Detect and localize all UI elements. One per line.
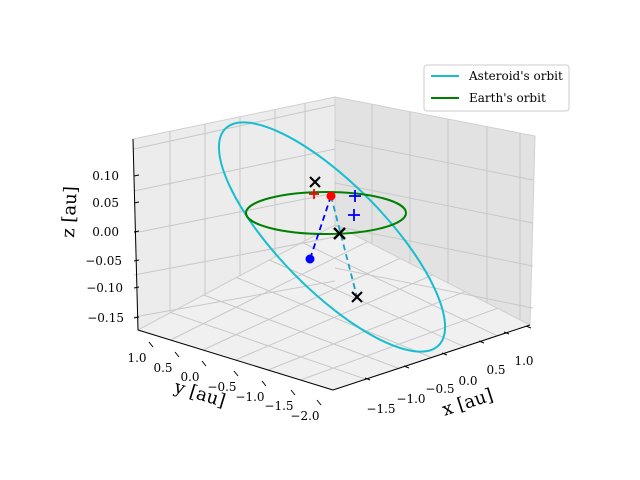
x-axis-ticks: −1.5−1.0−0.5 0.0 0.5 1.0 [364, 325, 534, 416]
y-tick-mark [233, 370, 239, 377]
z-tick-label: 0.05 [92, 196, 119, 210]
grid-line [334, 139, 534, 181]
black-cross-marker [309, 176, 321, 188]
grid-line [133, 148, 336, 192]
z-tick-mark [133, 174, 140, 177]
legend: Asteroid's orbit Earth's orbit [423, 64, 570, 112]
y-tick-label: −2.0 [290, 409, 319, 423]
z-tick-label: −0.10 [86, 281, 123, 295]
x-tick-label: −1.0 [396, 392, 425, 406]
asteroid-orbit-line [217, 121, 447, 353]
y-axis-ticks: 1.0 0.5 0.0 −0.5−1.0−1.5−2.0 [127, 341, 322, 423]
grid-lines [133, 103, 534, 381]
grid-line [133, 236, 336, 276]
blue-plus-marker [348, 209, 360, 221]
x-tick-label: −1.5 [366, 402, 395, 416]
black-cross-marker [351, 291, 363, 303]
z-tick-mark [133, 286, 140, 289]
z-tick-label: 0.00 [92, 225, 119, 239]
x-tick-mark [525, 325, 532, 329]
red-connector-line [330, 195, 358, 298]
x-tick-mark [364, 377, 371, 381]
z-axis-line [132, 138, 139, 331]
grid-line [133, 280, 336, 318]
y-tick-mark [290, 389, 296, 396]
y-tick-label: −1.0 [235, 390, 264, 404]
red-plus-marker [309, 189, 319, 199]
y-tick-label: 0.5 [153, 361, 172, 375]
grid-line [334, 225, 534, 267]
blue-point-marker [305, 254, 315, 264]
x-tick-label: −0.5 [425, 382, 454, 396]
markers [305, 176, 363, 303]
y-tick-label: −0.5 [207, 380, 236, 394]
legend-box [423, 64, 570, 112]
z-axis-label: z [au] [58, 186, 82, 239]
x-tick-mark [478, 340, 485, 344]
y-tick-mark [201, 360, 207, 367]
z-tick-label: −0.05 [85, 254, 122, 268]
y-tick-label: −1.5 [264, 399, 293, 413]
grid-line [334, 182, 534, 224]
y-tick-mark [261, 380, 267, 387]
grid-line [133, 104, 336, 150]
x-tick-label: 0.0 [458, 374, 477, 388]
z-tick-mark [133, 201, 140, 204]
x-tick-label: 1.0 [514, 354, 533, 368]
x-tick-mark [441, 352, 448, 356]
x-tick-mark [503, 331, 510, 335]
y-tick-mark [316, 399, 322, 406]
legend-label-asteroid: Asteroid's orbit [468, 69, 563, 83]
z-tick-mark [133, 316, 140, 319]
blue-plus-marker [349, 190, 361, 202]
z-tick-label: 0.10 [92, 169, 119, 183]
legend-label-earth: Earth's orbit [469, 91, 546, 105]
blue-connector-line [309, 195, 332, 260]
grid-line [133, 192, 336, 234]
x-tick-label: 0.5 [486, 363, 505, 377]
z-axis-ticks: 0.10 0.05 0.00 −0.05 −0.10 −0.15 [85, 169, 140, 325]
red-point-marker [326, 191, 336, 201]
y-tick-mark [174, 351, 180, 358]
x-axis-line [332, 324, 531, 391]
z-tick-label: −0.15 [87, 311, 124, 325]
grid-line [300, 307, 498, 381]
y-tick-label: 0.0 [180, 370, 199, 384]
y-tick-mark [148, 341, 154, 348]
z-tick-mark [133, 230, 140, 233]
x-tick-mark [403, 365, 410, 369]
earth-orbit-line [245, 191, 407, 235]
black-cross-marker [333, 227, 346, 240]
y-tick-label: 1.0 [127, 351, 146, 365]
z-tick-mark [133, 259, 140, 262]
y-axis-line [137, 329, 334, 391]
